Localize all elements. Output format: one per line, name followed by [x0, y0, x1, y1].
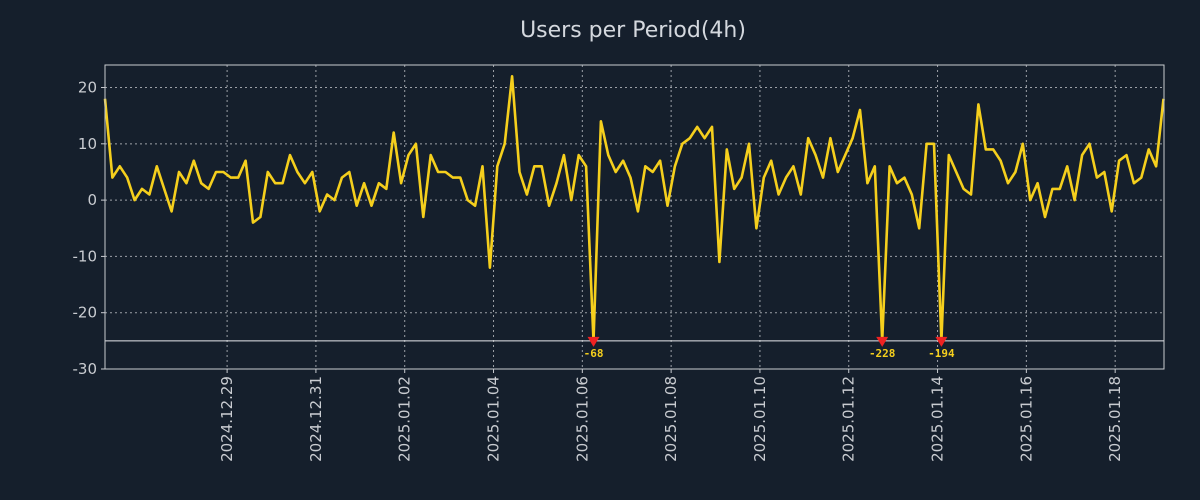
outlier-label: -194 [928, 347, 955, 360]
x-tick-label: 2025.01.08 [662, 376, 680, 462]
series-layer [103, 75, 1165, 343]
chart-title: Users per Period(4h) [520, 18, 746, 43]
x-tick-label: 2025.01.06 [573, 376, 591, 462]
x-tick-label: 2025.01.10 [751, 376, 769, 462]
x-tick-label: 2024.12.29 [218, 376, 236, 462]
y-tick-label: 0 [87, 191, 97, 209]
y-tick-label: -10 [73, 247, 98, 265]
y-tick-label: 20 [78, 79, 97, 97]
outlier-marker [587, 336, 600, 347]
y-tick-label: 10 [78, 135, 97, 153]
x-tick-label: 2025.01.16 [1017, 376, 1035, 462]
x-tick-label: 2025.01.18 [1106, 376, 1124, 462]
outlier-marker [935, 336, 948, 347]
x-axis-ticks: 2024.12.29 2024.12.31 2025.01.02 2025.01.04… [218, 369, 1124, 462]
outlier-label: -228 [869, 347, 896, 360]
x-tick-label: 2025.01.04 [485, 376, 503, 462]
y-tick-label: -20 [73, 304, 98, 322]
x-tick-label: 2025.01.02 [396, 376, 414, 462]
plot-frame [104, 64, 1165, 370]
grid [105, 65, 1164, 370]
outlier-label: -68 [584, 347, 604, 360]
series-line-users [103, 75, 1165, 343]
outlier-marker [876, 336, 889, 347]
outlier-markers: -68 -228 -194 [584, 336, 955, 360]
y-tick-label: -30 [73, 360, 98, 378]
x-tick-label: 2024.12.31 [307, 376, 325, 462]
x-tick-label: 2025.01.12 [840, 376, 858, 462]
y-axis-ticks: 20 10 0 -10 -20 -30 [73, 79, 105, 378]
x-tick-label: 2025.01.14 [929, 376, 947, 462]
